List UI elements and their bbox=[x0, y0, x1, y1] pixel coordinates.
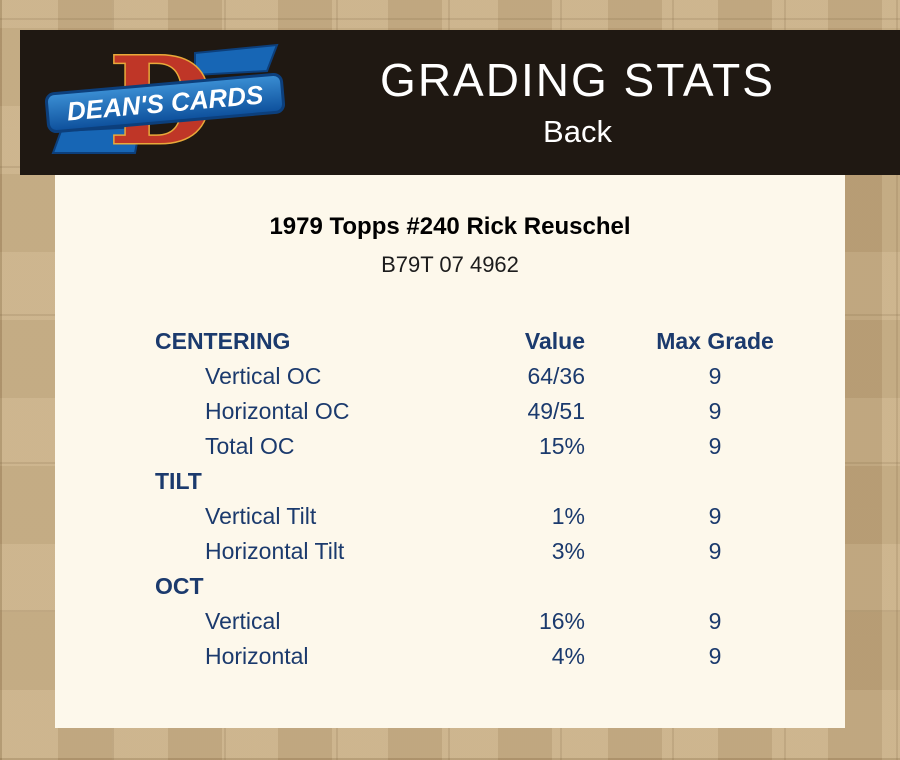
logo-container: D DEAN'S CARDS bbox=[20, 37, 310, 169]
stat-value: 15% bbox=[538, 433, 585, 459]
header-banner: D DEAN'S CARDS GRADING STATS Back bbox=[20, 30, 900, 175]
section-name: TILT bbox=[155, 468, 202, 494]
stat-value: 64/36 bbox=[527, 363, 585, 389]
section-header-row: CENTERING Value Max Grade bbox=[155, 324, 845, 359]
column-header-value: Value bbox=[524, 328, 585, 354]
section-header-row: OCT bbox=[155, 569, 845, 604]
stat-value: 4% bbox=[551, 643, 585, 669]
stat-max-grade: 9 bbox=[708, 433, 722, 459]
page-title: GRADING STATS bbox=[380, 54, 775, 107]
stat-label: Vertical OC bbox=[205, 363, 322, 389]
table-row: Vertical Tilt 1% 9 bbox=[155, 499, 845, 534]
stat-max-grade: 9 bbox=[708, 608, 722, 634]
page-subtitle: Back bbox=[543, 113, 612, 149]
ribbon-tail-left bbox=[51, 125, 142, 154]
section-name: CENTERING bbox=[155, 328, 291, 354]
stat-value: 49/51 bbox=[527, 398, 585, 424]
stat-label: Vertical bbox=[205, 608, 281, 634]
header-titles: GRADING STATS Back bbox=[310, 55, 900, 150]
stat-max-grade: 9 bbox=[708, 643, 722, 669]
grading-stats-table: CENTERING Value Max Grade Vertical OC 64… bbox=[155, 324, 845, 674]
stat-label: Horizontal OC bbox=[205, 398, 350, 424]
stat-label: Horizontal bbox=[205, 643, 309, 669]
stat-label: Horizontal Tilt bbox=[205, 538, 345, 564]
table-row: Vertical 16% 9 bbox=[155, 604, 845, 639]
stat-value: 16% bbox=[538, 608, 585, 634]
stat-max-grade: 9 bbox=[708, 503, 722, 529]
stats-panel: 1979 Topps #240 Rick Reuschel B79T 07 49… bbox=[55, 175, 845, 728]
table-row: Total OC 15% 9 bbox=[155, 429, 845, 464]
stat-value: 1% bbox=[551, 503, 585, 529]
table-row: Horizontal 4% 9 bbox=[155, 639, 845, 674]
table-row: Horizontal Tilt 3% 9 bbox=[155, 534, 845, 569]
stat-max-grade: 9 bbox=[708, 363, 722, 389]
table-row: Horizontal OC 49/51 9 bbox=[155, 394, 845, 429]
card-serial-number: B79T 07 4962 bbox=[381, 252, 519, 277]
stat-label: Total OC bbox=[205, 433, 295, 459]
ribbon-tail-right bbox=[194, 43, 279, 76]
table-row: Vertical OC 64/36 9 bbox=[155, 359, 845, 394]
stat-max-grade: 9 bbox=[708, 398, 722, 424]
deans-cards-logo: D DEAN'S CARDS bbox=[45, 37, 285, 169]
stat-max-grade: 9 bbox=[708, 538, 722, 564]
section-name: OCT bbox=[155, 573, 204, 599]
logo-ribbon: DEAN'S CARDS bbox=[45, 72, 285, 133]
section-header-row: TILT bbox=[155, 464, 845, 499]
card-title: 1979 Topps #240 Rick Reuschel bbox=[269, 213, 631, 240]
stat-label: Vertical Tilt bbox=[205, 503, 317, 529]
column-header-max-grade: Max Grade bbox=[656, 328, 774, 354]
stat-value: 3% bbox=[551, 538, 585, 564]
